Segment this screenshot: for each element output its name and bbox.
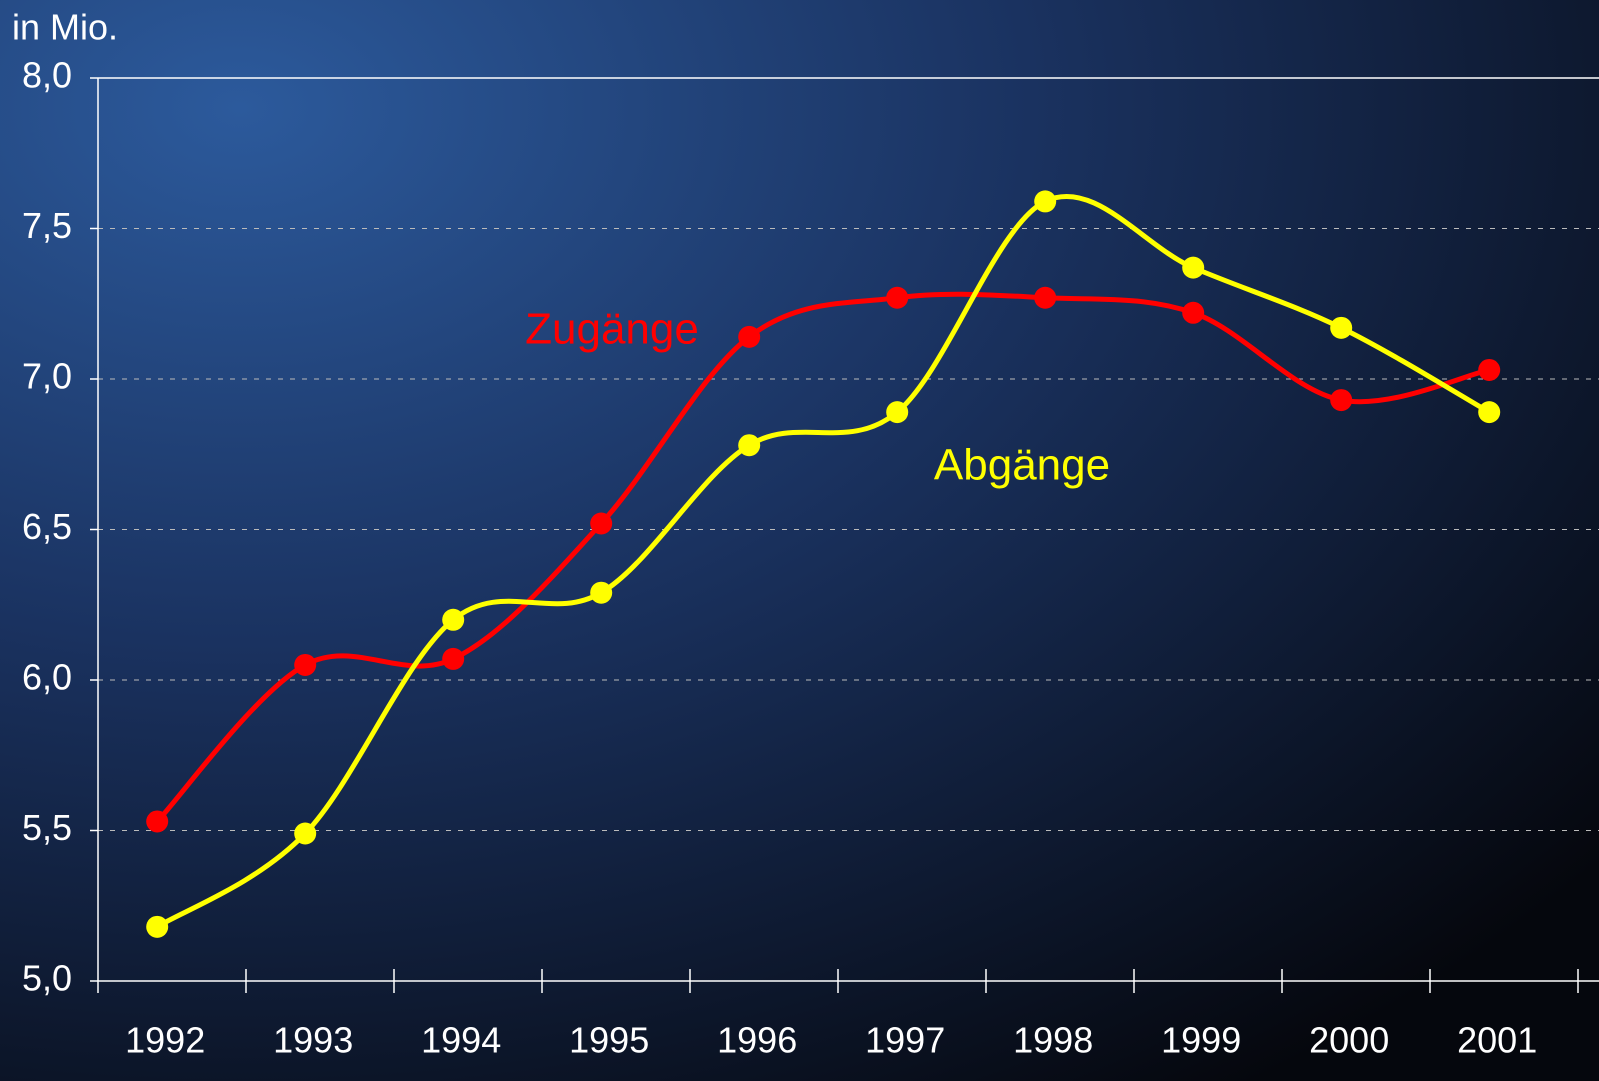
x-tick-label: 1999 (1161, 1020, 1241, 1061)
data-point (1182, 256, 1205, 279)
data-point (1034, 190, 1057, 213)
data-point (294, 653, 317, 676)
x-tick-label: 1993 (273, 1020, 353, 1061)
x-tick-label: 2000 (1309, 1020, 1389, 1061)
data-point (886, 286, 909, 309)
data-point (1478, 401, 1501, 424)
data-point (590, 581, 613, 604)
series-line (155, 291, 1490, 824)
data-point (1330, 316, 1353, 339)
y-tick-label: 7,0 (22, 356, 72, 397)
x-tick-label: 1992 (125, 1020, 205, 1061)
y-tick-label: 5,5 (22, 807, 72, 848)
data-point (590, 512, 613, 535)
data-point (442, 608, 465, 631)
series-label: Zugänge (525, 305, 699, 354)
data-point (738, 434, 761, 457)
x-tick-label: 1996 (717, 1020, 797, 1061)
series-line (155, 193, 1491, 929)
y-tick-label: 7,5 (22, 205, 72, 246)
data-point (738, 325, 761, 348)
series-label: Abgänge (934, 441, 1110, 490)
data-point (294, 822, 317, 845)
data-point (1330, 389, 1353, 412)
y-axis-label: in Mio. (12, 7, 118, 48)
x-tick-label: 2001 (1457, 1020, 1537, 1061)
data-point (1182, 301, 1205, 324)
data-point (146, 810, 169, 833)
x-tick-label: 1998 (1013, 1020, 1093, 1061)
x-tick-label: 1997 (865, 1020, 945, 1061)
data-point (886, 401, 909, 424)
x-tick-label: 1995 (569, 1020, 649, 1061)
y-tick-label: 8,0 (22, 55, 72, 96)
data-point (146, 915, 169, 938)
y-tick-label: 6,0 (22, 657, 72, 698)
data-point (442, 647, 465, 670)
y-tick-label: 6,5 (22, 506, 72, 547)
x-tick-label: 1994 (421, 1020, 501, 1061)
y-tick-label: 5,0 (22, 958, 72, 999)
data-point (1034, 286, 1057, 309)
data-point (1478, 358, 1501, 381)
